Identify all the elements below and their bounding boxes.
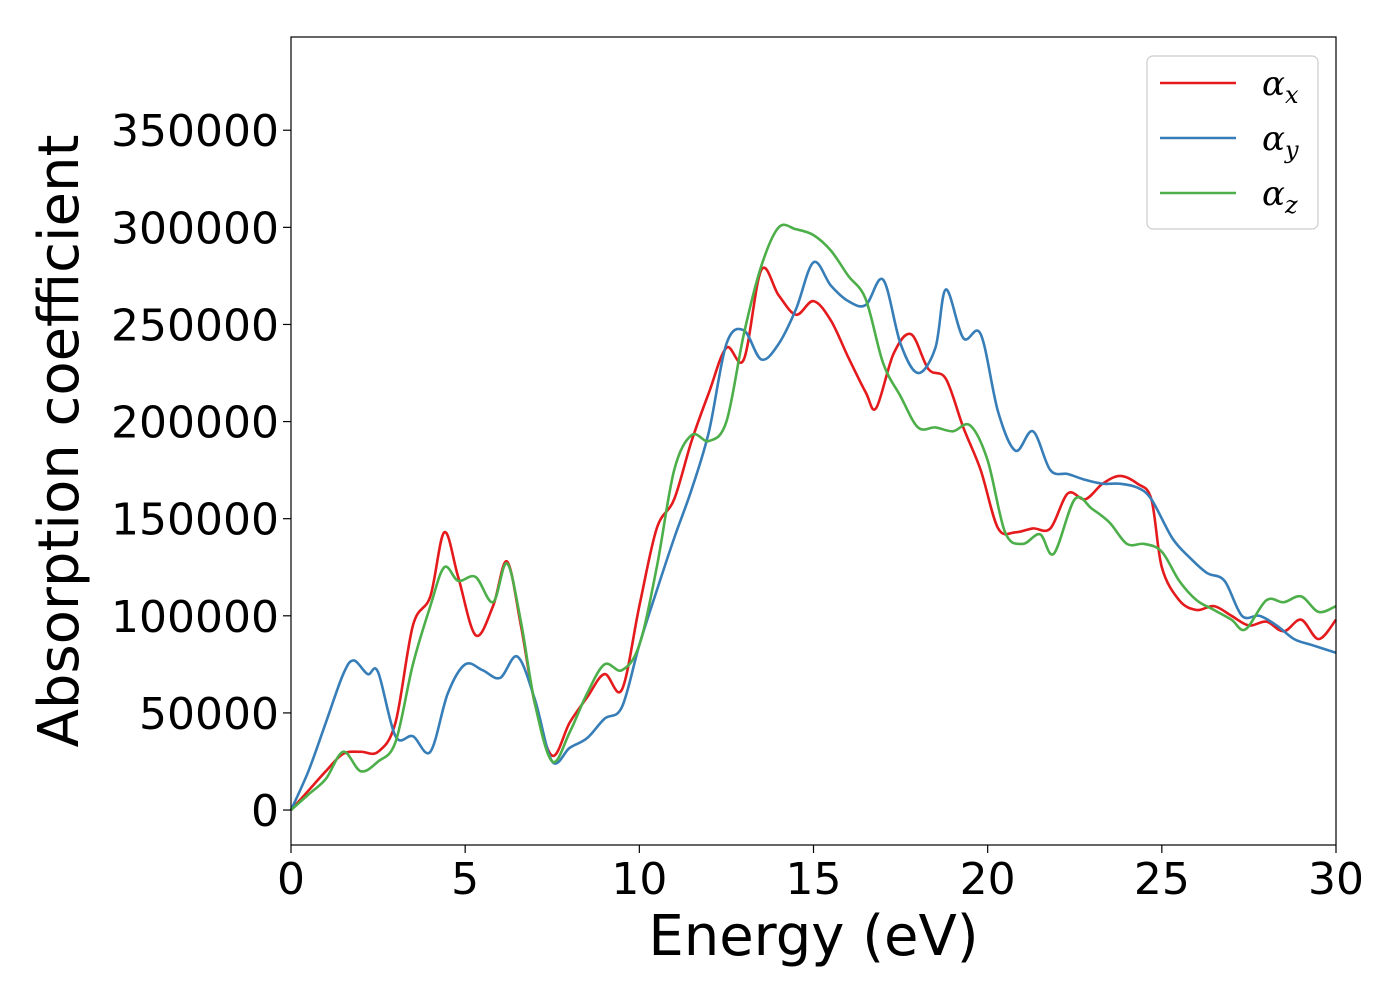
y-tick-label: 250000: [111, 300, 279, 351]
y-tick-label: 200000: [111, 398, 279, 449]
legend-box: [1146, 55, 1319, 230]
y-axis: 0 50000 100000 150000 200000 250000 300000 3500…: [111, 106, 291, 837]
x-tick-label: 20: [960, 854, 1016, 905]
y-tick-label: 0: [251, 786, 279, 837]
y-tick-label: 300000: [111, 203, 279, 254]
x-tick-label: 25: [1134, 854, 1190, 905]
y-tick-label: 150000: [111, 495, 279, 546]
series-line-x: [290, 266, 1338, 811]
x-tick-label: 0: [277, 854, 305, 905]
y-axis-title: Absorption coefficient: [27, 135, 92, 748]
x-tick-label: 5: [451, 854, 479, 905]
x-axis-title: Energy (eV): [648, 904, 978, 969]
y-tick-label: 50000: [139, 689, 279, 740]
x-tick-label: 30: [1308, 854, 1364, 905]
x-tick-label: 10: [611, 854, 667, 905]
y-tick-label: 350000: [111, 106, 279, 157]
series-line-y: [289, 260, 1337, 811]
series-line-z: [290, 223, 1337, 812]
series-layer: [289, 223, 1338, 812]
x-tick-label: 15: [786, 854, 842, 905]
y-tick-label: 100000: [111, 592, 279, 643]
x-axis: 0 5 10 15 20 25 30: [277, 845, 1364, 905]
